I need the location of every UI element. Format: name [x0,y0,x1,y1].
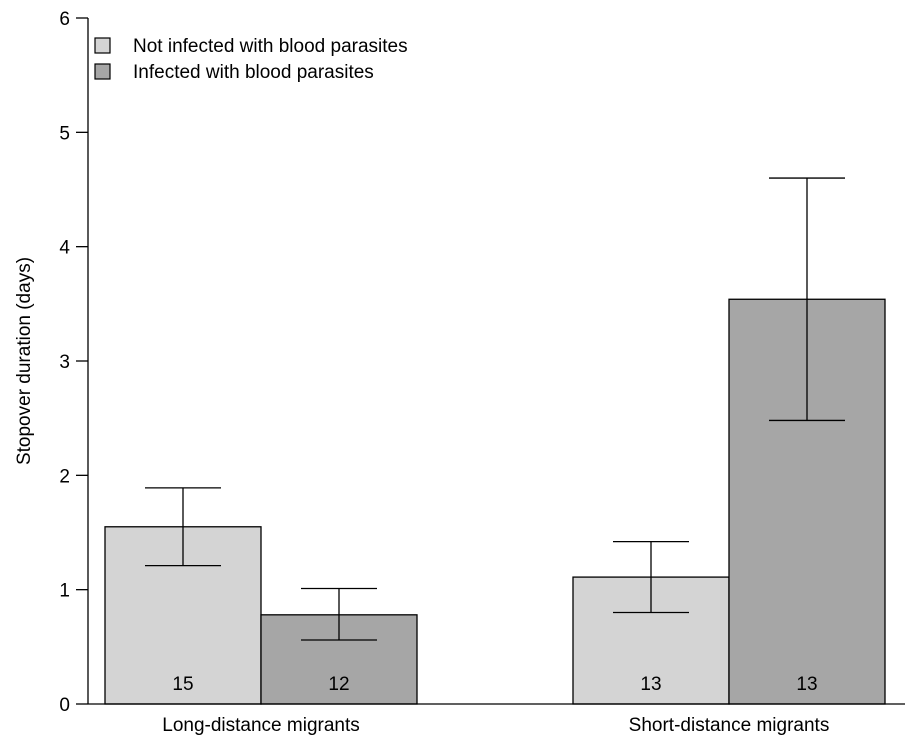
category-label-2: Short-distance migrants [629,715,830,736]
bars: 15 13 12 13 [104,177,886,705]
legend-swatch-1 [94,37,111,54]
legend: Not infected with blood parasites Infecte… [94,36,408,83]
sample-size-label-2-2: 13 [796,674,817,695]
category-label-1: Long-distance migrants [162,715,360,736]
sample-size-label-1-2: 13 [640,674,661,695]
legend-label-2: Infected with blood parasites [133,62,374,83]
y-tick-label-3: 3 [59,352,70,373]
y-axis-title: Stopover duration (days) [14,257,35,465]
legend-label-1: Not infected with blood parasites [133,36,408,57]
y-tick-label-4: 4 [59,238,70,259]
y-tick-label-0: 0 [59,695,70,716]
y-tick-label-6: 6 [59,9,70,30]
sample-size-label-2-1: 12 [328,674,349,695]
legend-swatch-2 [94,63,111,80]
x-axis: Long-distance migrants Short-distance mig… [88,703,905,736]
y-tick-label-5: 5 [59,123,70,144]
y-tick-label-1: 1 [59,581,70,602]
sample-size-label-1-1: 15 [172,674,193,695]
y-tick-label-2: 2 [59,466,70,487]
y-axis: 0 1 2 3 4 5 6 [59,9,89,716]
